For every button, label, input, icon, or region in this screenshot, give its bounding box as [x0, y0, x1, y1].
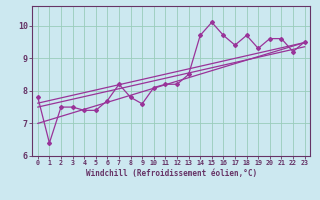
X-axis label: Windchill (Refroidissement éolien,°C): Windchill (Refroidissement éolien,°C) — [86, 169, 257, 178]
